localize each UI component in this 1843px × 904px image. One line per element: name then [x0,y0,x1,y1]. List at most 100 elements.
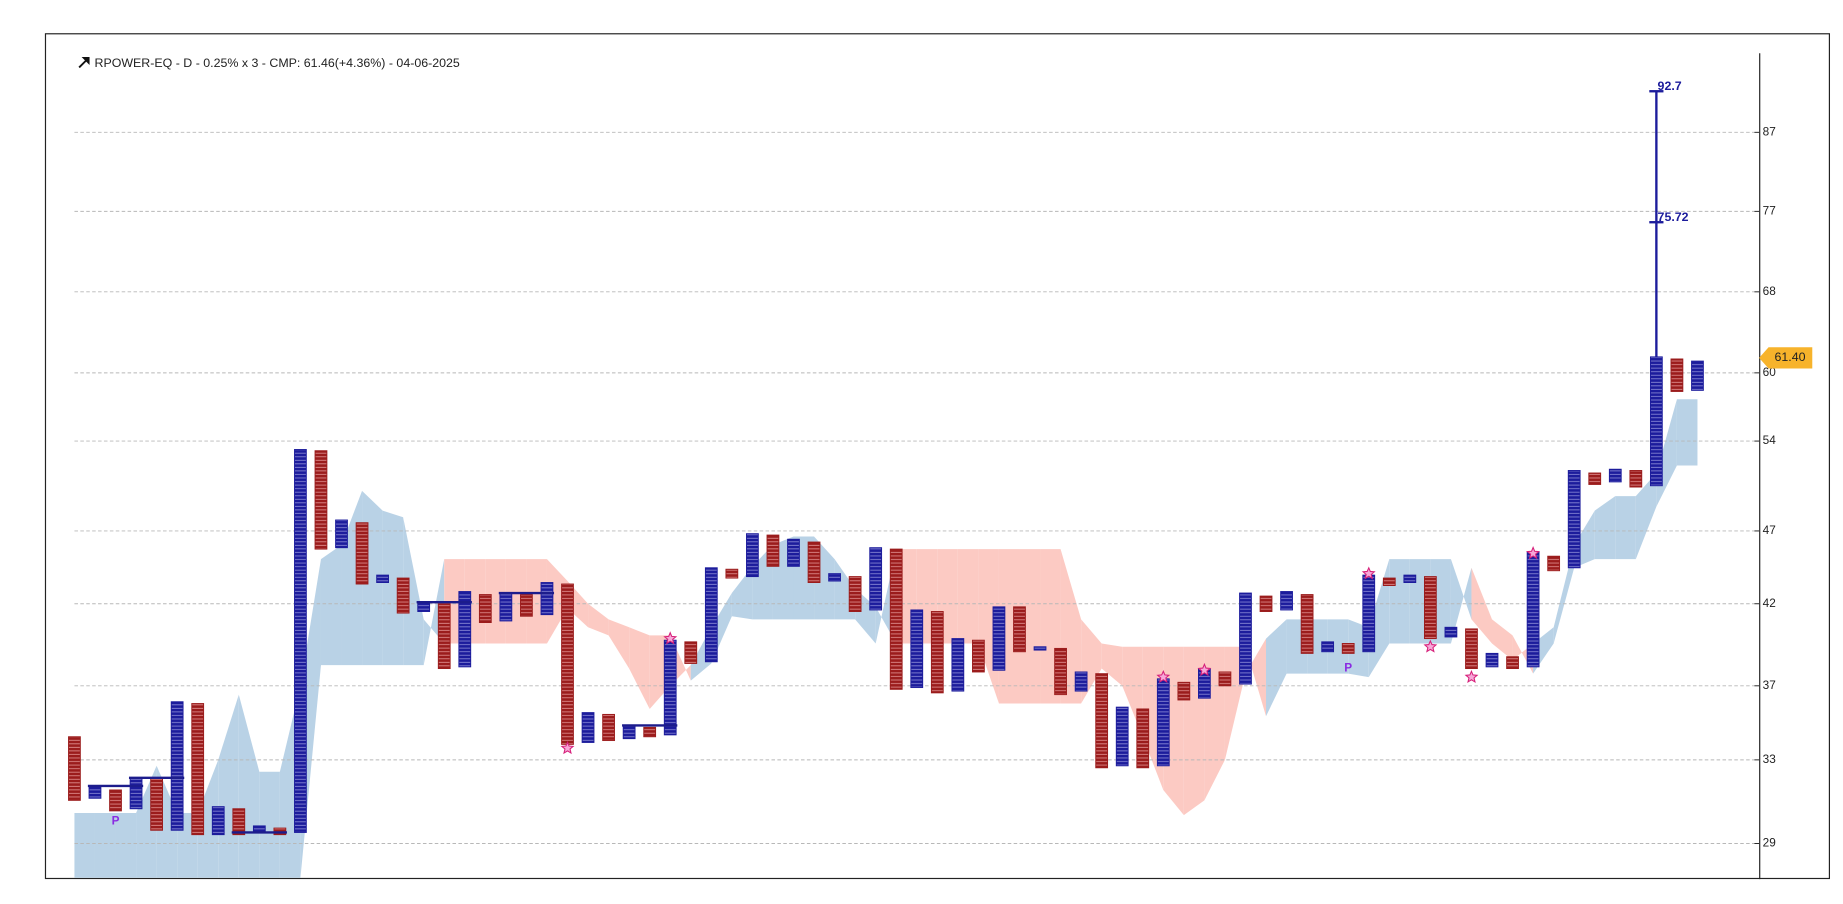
o-column [355,522,369,585]
cloud-segment [423,559,445,666]
o-column [1341,643,1355,654]
cloud-segment [1450,559,1472,644]
signal-star [663,631,678,645]
cloud-segment [1101,643,1123,686]
x-column [1526,551,1540,668]
o-column [643,726,657,738]
o-column [1670,358,1684,392]
o-column [314,450,328,550]
o-column [1465,628,1478,670]
x-column [1444,626,1458,638]
cloud-segment [1389,559,1410,644]
x-column [294,449,307,833]
o-column [520,594,533,617]
cloud-segment [259,771,280,878]
x-column [869,547,883,611]
cloud-segment [588,603,609,636]
signal-star [1156,669,1171,684]
x-column [88,785,102,799]
cloud-segment [608,619,630,669]
o-column [1629,470,1643,488]
target-label: 75.72 [1658,210,1689,224]
x-column [1485,652,1499,668]
x-column [1691,360,1704,391]
o-column [191,703,205,836]
cloud-segment [1471,567,1493,644]
x-column [581,712,595,743]
x-column [170,701,184,831]
y-tick-label: 87 [1763,124,1776,138]
o-column [1424,576,1437,640]
o-column [930,611,944,694]
x-column [335,519,348,549]
cloud-segment [957,549,979,644]
o-column [437,603,451,670]
x-column [1115,706,1129,767]
o-column [1382,577,1396,586]
signal-star [1423,639,1438,653]
y-tick-label: 77 [1763,203,1776,217]
o-column [1177,681,1191,701]
y-tick-label: 33 [1763,752,1777,766]
y-tick-label: 47 [1763,523,1776,537]
wrench-icon [78,57,90,69]
x-column [129,777,143,810]
o-column [889,548,903,690]
signal-star [560,740,575,755]
cloud-segment [382,510,404,666]
signal-star [1464,669,1479,684]
o-column [1259,595,1273,612]
o-column [1013,606,1026,653]
x-column [1567,470,1581,569]
cloud-segment [1327,619,1349,674]
price-label: 61.40 [1774,350,1805,364]
o-column [1054,647,1067,696]
cloud-segment [197,759,219,878]
cloud-segment [546,559,568,644]
o-column [972,639,985,673]
o-column [1095,673,1109,769]
x-column [1321,641,1335,653]
o-column [1218,671,1232,687]
o-column [68,736,81,801]
cloud-segment [1019,549,1041,704]
pattern-marker: P [1344,661,1352,675]
cloud-segment [1594,496,1616,560]
cloud-segment [1635,473,1657,560]
x-column [787,538,800,567]
x-column [828,573,841,582]
cloud-segment [505,559,527,644]
x-column [1280,591,1293,611]
x-column [1074,671,1088,692]
cloud-segment [1553,544,1575,644]
cloud-segment [1245,638,1267,717]
o-column [766,534,780,567]
cloud-segment [403,517,424,666]
x-column [704,567,718,663]
y-tick-label: 29 [1763,836,1776,850]
x-column [1403,574,1417,584]
x-column [417,601,431,612]
chart-frame [44,33,1831,880]
y-tick-label: 37 [1763,678,1776,692]
x-column [951,638,965,692]
x-column [1033,646,1047,651]
cloud-segment [74,812,95,878]
o-column [1136,708,1150,769]
x-column [1239,592,1252,685]
x-column [499,592,513,622]
o-column [109,789,122,812]
signal-star [1361,566,1376,580]
x-column [910,609,924,689]
o-column [232,808,246,836]
o-column [684,641,698,664]
o-column [1588,472,1602,485]
x-column [992,606,1006,671]
target-label: 92.7 [1658,79,1682,93]
x-column [458,591,472,668]
o-column [396,577,410,614]
o-column [561,583,574,745]
cloud-segment [1676,399,1698,466]
